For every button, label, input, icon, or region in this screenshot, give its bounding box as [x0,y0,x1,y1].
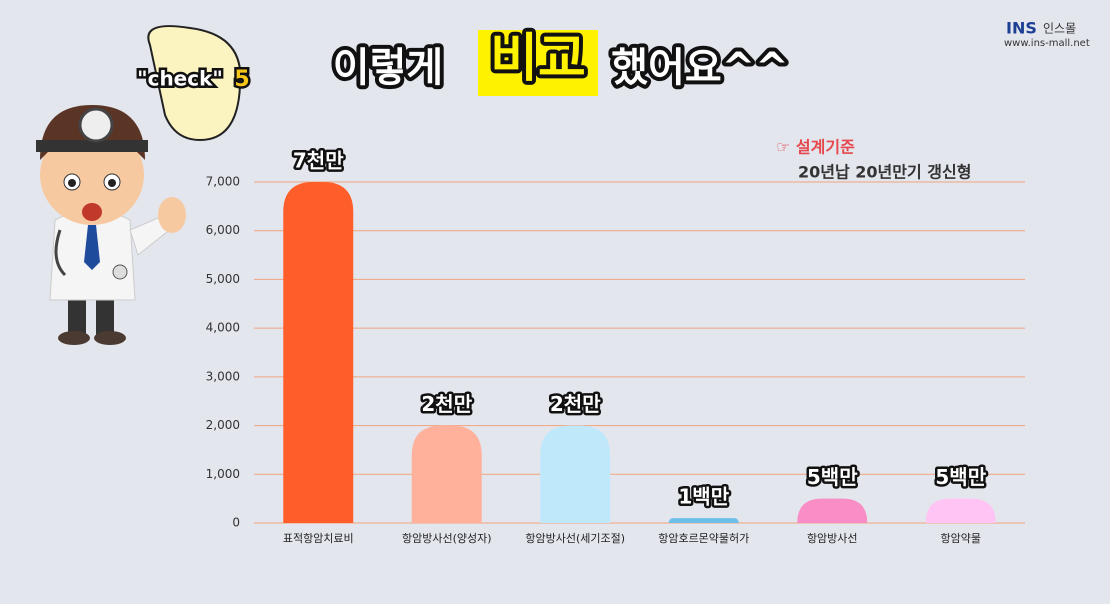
x-tick-label: 표적항암치료비 [283,532,354,545]
value-label: 7천만 [293,149,344,173]
y-tick-label: 3,000 [206,369,240,383]
y-tick-label: 2,000 [206,418,240,432]
annotation-heading: ☞ 설계기준 [776,138,855,157]
y-tick-label: 4,000 [206,321,240,335]
bar [925,498,996,523]
value-label: 2천만 [550,392,601,416]
bubble-number: 5 [234,67,249,92]
title: 했어요^^ [611,45,788,91]
value-label: 5백만 [935,465,986,489]
bar [411,425,482,523]
y-tick-label: 0 [232,516,240,530]
logo-url: www.ins-mall.net [1004,38,1090,49]
logo-name: 인스몰 [1043,22,1076,36]
bar [668,518,739,523]
x-tick-label: 항암호르몬약물허가 [658,531,749,545]
value-label: 5백만 [807,465,858,489]
y-tick-label: 6,000 [206,223,240,237]
title: 이렇게 [333,45,443,91]
bar [283,182,354,523]
y-tick-label: 1,000 [206,467,240,481]
bar [797,498,868,523]
bubble-text: "check" [137,67,223,91]
value-label: 1백만 [678,485,729,509]
title-highlight [478,30,598,96]
bar [540,425,611,523]
title-emphasis: 비교 [490,29,586,89]
value-label: 2천만 [421,392,472,416]
x-tick-label: 항암방사선 [807,532,858,545]
x-tick-label: 항암약물 [941,531,981,545]
logo-brand: INS [1006,19,1037,38]
y-tick-label: 5,000 [206,272,240,286]
x-tick-label: 항암방사선(양성자) [402,532,492,545]
annotation-detail: 20년납 20년만기 갱신형 [798,163,971,182]
x-tick-label: 항암방사선(세기조절) [525,532,625,545]
y-tick-label: 7,000 [206,175,240,189]
doctor-illustration [36,25,242,345]
